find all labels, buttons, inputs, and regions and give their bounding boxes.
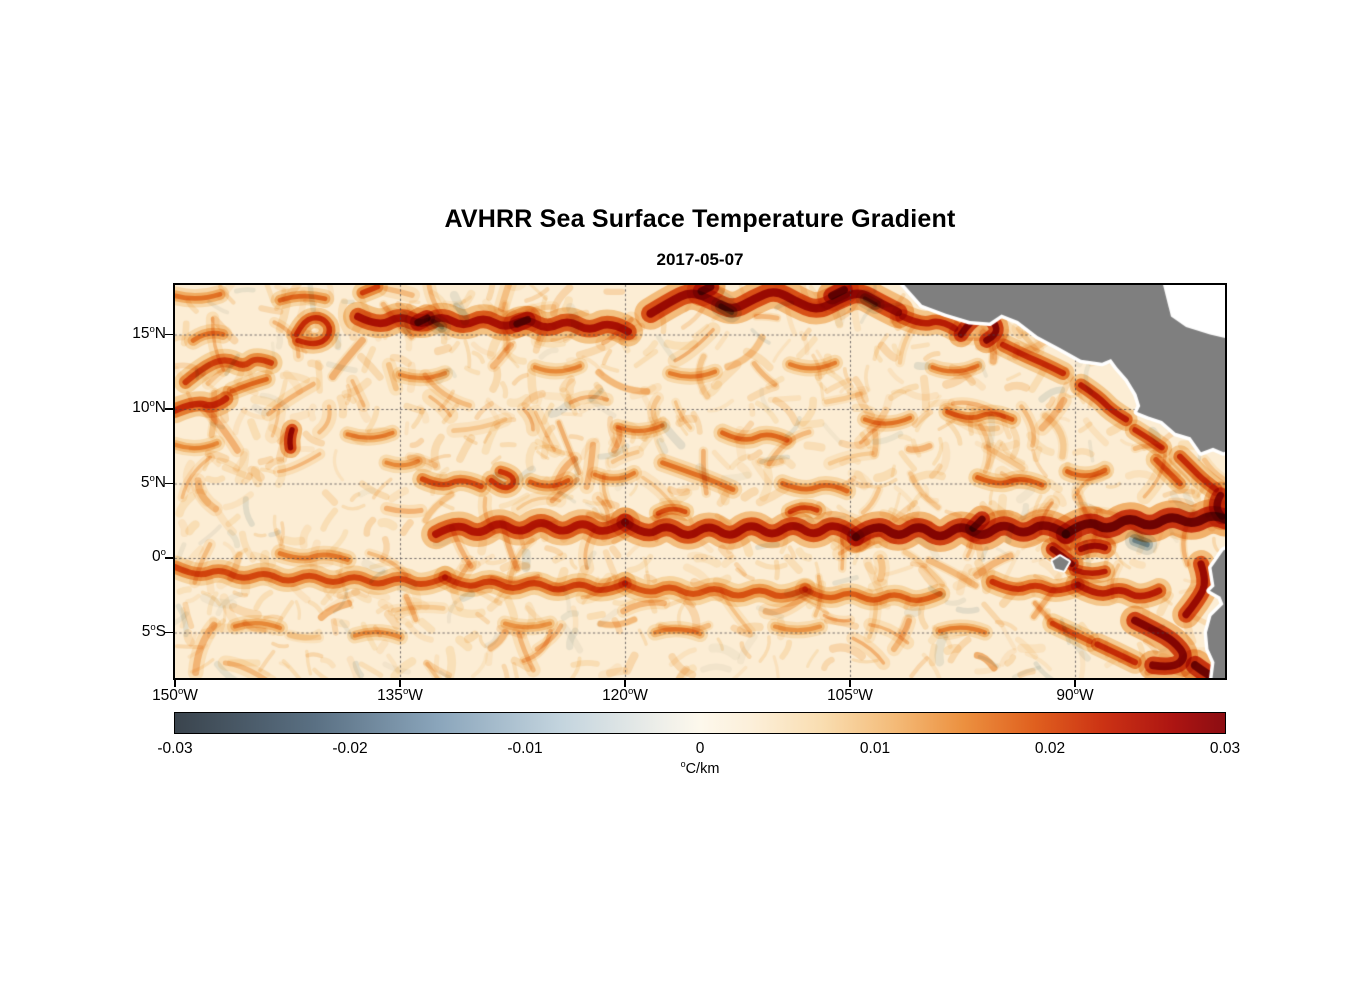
x-tick-label: 105oW xyxy=(827,685,873,704)
colorbar-tick-label: -0.03 xyxy=(157,740,193,757)
figure-title: AVHRR Sea Surface Temperature Gradient xyxy=(444,205,956,233)
colorbar-unit-label: oC/km xyxy=(640,759,760,777)
y-tick-mark xyxy=(165,631,173,634)
colorbar-tick-label: 0.02 xyxy=(1034,740,1066,757)
y-tick-mark xyxy=(165,408,173,410)
figure-date-subtitle: 2017-05-07 xyxy=(656,250,744,269)
x-tick-mark xyxy=(174,680,176,687)
colorbar-gradient xyxy=(175,713,1225,733)
map-plot-frame xyxy=(173,283,1227,680)
x-tick-label: 90oW xyxy=(1056,685,1094,704)
colorbar-tick-label: 0.01 xyxy=(859,740,891,757)
colorbar-tick-label: 0.03 xyxy=(1209,740,1241,757)
unit-text: C/km xyxy=(685,761,720,777)
x-tick-mark xyxy=(849,680,851,687)
y-tick-label: 5oS xyxy=(141,621,166,640)
y-tick-mark xyxy=(165,482,173,485)
colorbar-tick-label: -0.02 xyxy=(332,740,368,757)
y-tick-mark xyxy=(165,333,173,336)
degree-symbol: o xyxy=(680,759,686,770)
colorbar-tick-label: 0 xyxy=(695,740,705,757)
y-tick-mark xyxy=(165,557,173,559)
y-tick-label: 15oN xyxy=(132,323,166,342)
x-tick-label: 120oW xyxy=(602,685,648,704)
x-tick-label: 150oW xyxy=(152,685,198,704)
colorbar xyxy=(174,712,1226,734)
x-tick-mark xyxy=(624,680,626,687)
x-tick-label: 135oW xyxy=(377,685,423,704)
y-tick-label: 0o xyxy=(152,546,166,565)
colorbar-tick-label: -0.01 xyxy=(507,740,543,757)
x-tick-mark xyxy=(1074,680,1076,687)
y-tick-label: 10oN xyxy=(132,397,166,416)
y-tick-label: 5oN xyxy=(140,472,166,491)
x-tick-mark xyxy=(399,680,401,687)
sst-gradient-heatmap xyxy=(175,285,1225,678)
